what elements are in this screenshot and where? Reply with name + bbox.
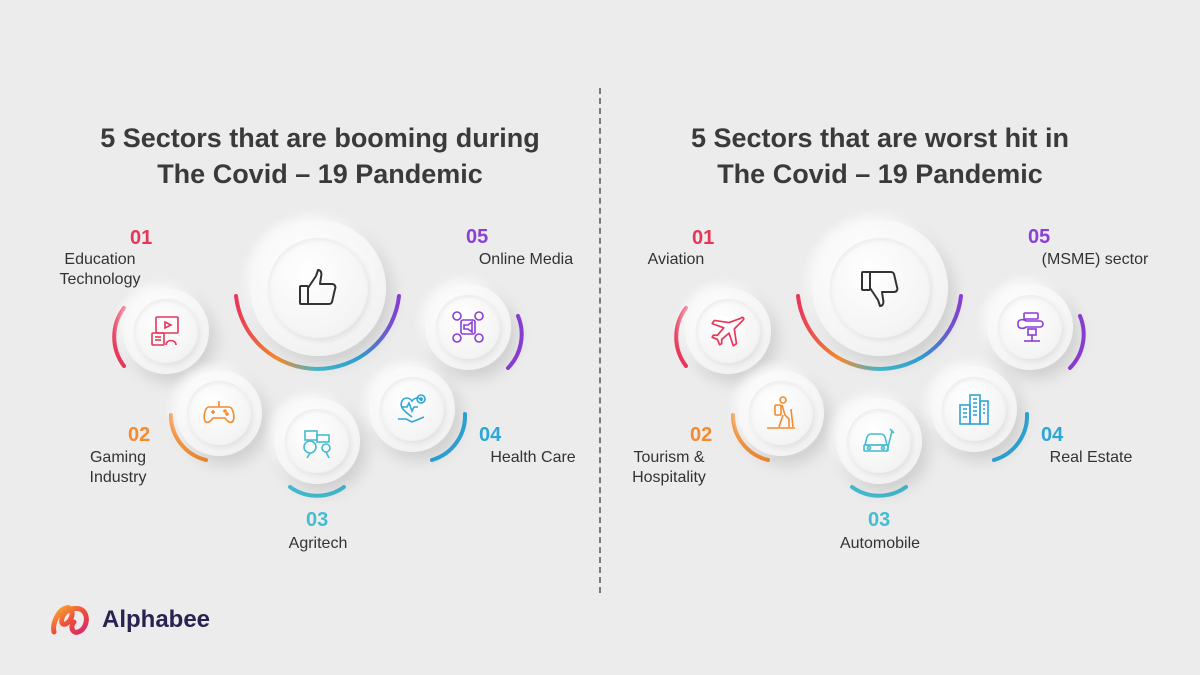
right-label-04: Real Estate xyxy=(1049,449,1133,466)
right-label-01: Aviation xyxy=(647,251,705,268)
alphabee-logo-icon xyxy=(51,605,89,635)
right-label-02-line2: Hospitality xyxy=(632,469,706,486)
right-arc-03 xyxy=(850,485,908,498)
left-circle-01 xyxy=(123,288,209,374)
gamepad-icon xyxy=(203,401,235,424)
right-center-circle xyxy=(812,220,948,356)
left-label-02-line1: Gaming xyxy=(89,449,147,466)
machine-icon xyxy=(1017,312,1044,342)
left-circle-05 xyxy=(425,284,511,370)
right-label-02: Tourism & Hospitality xyxy=(609,448,729,488)
right-circle-02 xyxy=(738,370,824,456)
left-label-02: Gaming Industry xyxy=(58,448,178,488)
left-num-01: 01 xyxy=(130,227,153,249)
brand-logo[interactable]: Alphabee xyxy=(50,604,210,636)
left-label-04: Health Care xyxy=(490,449,576,466)
center-divider xyxy=(599,88,601,593)
left-circle-04 xyxy=(369,366,455,452)
right-circle-05 xyxy=(987,284,1073,370)
left-circle-02 xyxy=(176,370,262,456)
left-num-05: 05 xyxy=(466,226,489,248)
right-num-04: 04 xyxy=(1041,424,1064,446)
left-center-circle xyxy=(250,220,386,356)
left-num-04: 04 xyxy=(479,424,502,446)
hiker-icon xyxy=(767,396,795,429)
buildings-icon xyxy=(959,394,989,425)
left-label-02-line2: Industry xyxy=(89,469,147,486)
left-label-01-line2: Technology xyxy=(59,271,141,288)
left-label-01-line1: Education xyxy=(64,251,136,268)
left-label-03: Agritech xyxy=(288,535,348,552)
right-circle-01 xyxy=(685,288,771,374)
right-label-02-line1: Tourism & xyxy=(633,449,705,466)
right-circle-04 xyxy=(931,366,1017,452)
health-heart-icon xyxy=(398,394,426,423)
right-num-02: 02 xyxy=(690,424,713,446)
car-wrench-icon xyxy=(863,428,895,452)
right-circle-03 xyxy=(836,398,922,484)
airplane-icon xyxy=(711,316,745,347)
left-num-02: 02 xyxy=(128,424,151,446)
left-num-03: 03 xyxy=(306,509,329,531)
right-title-line1: 5 Sectors that are worst hit in xyxy=(690,123,1070,153)
right-title: 5 Sectors that are worst hit in The Covi… xyxy=(600,120,1160,192)
right-num-01: 01 xyxy=(692,227,715,249)
tractor-icon xyxy=(303,430,331,459)
left-label-05: Online Media xyxy=(478,251,574,268)
left-arc-03 xyxy=(288,485,346,498)
right-num-03: 03 xyxy=(868,509,891,531)
right-num-05: 05 xyxy=(1028,226,1051,248)
right-label-05: (MSME) sector xyxy=(1041,251,1149,268)
left-title-line2: The Covid – 19 Pandemic xyxy=(157,159,483,189)
thumbs-up-icon xyxy=(299,269,337,305)
brand-name: Alphabee xyxy=(102,606,211,633)
left-title-line1: 5 Sectors that are booming during xyxy=(100,123,540,153)
left-title: 5 Sectors that are booming during The Co… xyxy=(40,120,600,192)
social-media-icon xyxy=(452,311,484,343)
left-label-01: Education Technology xyxy=(40,250,160,290)
video-education-icon xyxy=(151,316,179,346)
left-circle-03 xyxy=(274,398,360,484)
right-label-03: Automobile xyxy=(839,535,921,552)
right-title-line2: The Covid – 19 Pandemic xyxy=(717,159,1043,189)
thumbs-down-icon xyxy=(861,271,899,307)
